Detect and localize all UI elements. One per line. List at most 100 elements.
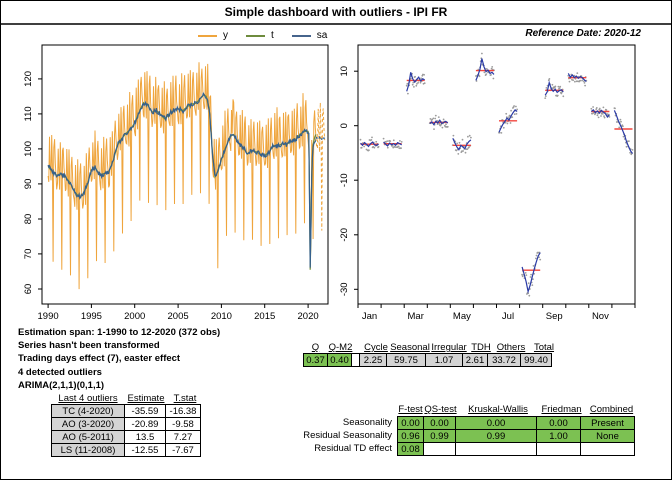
estimate-cell: 13.5 (124, 430, 166, 444)
q-stats-header: Q Q-M2 Cycle Seasonal Irregular TDH Othe… (303, 342, 560, 353)
stat-cell: 99.40 (520, 353, 552, 367)
summary-line: Trading days effect (7), easter effect (18, 353, 181, 365)
svg-text:1990: 1990 (38, 311, 59, 322)
svg-text:2000: 2000 (124, 311, 145, 322)
svg-text:60: 60 (23, 284, 34, 295)
test-cell: None (580, 429, 635, 443)
column-header: F-test (398, 404, 423, 415)
stat-cell: 33.72 (487, 353, 521, 367)
column-header: QS-test (424, 404, 457, 415)
table-row: 0.96 0.99 0.99 1.00 None (397, 429, 635, 443)
svg-text:2015: 2015 (254, 311, 275, 322)
outlier-id-cell: LS (11-2008) (51, 443, 125, 457)
tests-row-labels: Seasonality Residual Seasonality Residua… (232, 416, 392, 455)
test-cell: 0.00 (455, 416, 537, 430)
legend-label-sa: sa (316, 30, 328, 41)
main-series-chart: 1990 1995 2000 2005 2010 2015 2020 60 70 80 90 100 1… (23, 44, 329, 322)
column-header: Seasonal (390, 342, 430, 353)
estimate-cell: -12.55 (124, 443, 166, 457)
table-row: 0.00 0.00 0.00 0.00 Present (397, 416, 635, 430)
stat-cell: 2.25 (359, 353, 387, 367)
column-header: Cycle (364, 342, 388, 353)
test-cell: 0.96 (397, 429, 424, 443)
outlier-id-cell: TC (4-2020) (51, 404, 125, 418)
test-cell (536, 442, 581, 456)
page-title: Simple dashboard with outliers - IPI FR (224, 5, 448, 19)
table-row: TC (4-2020) -35.59 -16.38 (51, 404, 203, 418)
row-label: Seasonality (342, 417, 392, 428)
chart-legend: y t sa (198, 30, 345, 41)
legend-item-y: y (198, 30, 228, 41)
stat-cell: 59.75 (386, 353, 426, 367)
svg-text:10: 10 (339, 66, 350, 77)
svg-text:70: 70 (23, 249, 34, 260)
svg-text:Nov: Nov (592, 311, 609, 322)
test-cell: 0.99 (455, 429, 537, 443)
column-header: Q (311, 342, 320, 353)
table-row: LS (11-2008) -12.55 -7.67 (51, 443, 203, 457)
table-row: 0.08 (397, 442, 635, 456)
outlier-id-cell: AO (3-2020) (51, 417, 125, 431)
legend-label-y: y (223, 30, 228, 41)
test-cell: 0.99 (423, 429, 456, 443)
summary-line: Estimation span: 1-1990 to 12-2020 (372 … (18, 327, 221, 338)
svg-text:100: 100 (23, 141, 34, 157)
outliers-table-header: Last 4 outliers Estimate T.stat (51, 393, 203, 404)
column-header: Combined (589, 404, 634, 415)
svg-text:Mar: Mar (408, 311, 424, 322)
legend-item-t: t (246, 30, 274, 41)
svg-text:120: 120 (23, 71, 34, 87)
column-header: Q-M2 (328, 342, 353, 353)
outliers-table: Last 4 outliers Estimate T.stat TC (4-20… (51, 393, 203, 457)
column-header: Total (533, 342, 555, 353)
test-cell: 0.00 (536, 416, 581, 430)
column-header: Last 4 outliers (58, 393, 118, 404)
svg-text:2010: 2010 (211, 311, 232, 322)
column-header: TDH (471, 342, 491, 353)
svg-text:-30: -30 (339, 282, 350, 296)
table-row: AO (3-2020) -20.89 -9.58 (51, 417, 203, 431)
svg-text:0: 0 (339, 123, 350, 128)
svg-text:2020: 2020 (298, 311, 319, 322)
reference-date: Reference Date: 2020-12 (525, 28, 641, 39)
q-stats-values: 0.37 0.40 2.25 59.75 1.07 2.61 33.72 99.… (303, 353, 560, 367)
legend-item-sa: sa (291, 30, 328, 41)
summary-line: ARIMA(2,1,1)(0,1,1) (18, 379, 105, 391)
test-cell: Present (580, 416, 635, 430)
tstat-cell: 7.27 (165, 430, 201, 444)
estimate-cell: -35.59 (124, 404, 166, 418)
tstat-cell: -16.38 (165, 404, 201, 418)
svg-text:90: 90 (23, 179, 34, 190)
column-header: Kruskal-Wallis (468, 404, 528, 415)
test-cell (423, 442, 456, 456)
svg-text:Jan: Jan (362, 311, 377, 322)
column-header: Estimate (127, 393, 165, 404)
legend-line-sa-icon (291, 34, 311, 37)
svg-text:-20: -20 (339, 228, 350, 242)
svg-text:-10: -10 (339, 173, 350, 187)
svg-text:2005: 2005 (168, 311, 189, 322)
legend-label-t: t (271, 30, 274, 41)
stat-cell: 0.40 (327, 353, 352, 367)
svg-text:110: 110 (23, 106, 34, 121)
tstat-cell: -7.67 (165, 443, 201, 457)
test-cell: 0.00 (397, 416, 424, 430)
tests-table-header: F-test QS-test Kruskal-Wallis Friedman C… (397, 404, 639, 415)
column-header: Friedman (541, 404, 582, 415)
svg-text:Jul: Jul (502, 311, 514, 322)
row-label: Residual Seasonality (303, 430, 392, 441)
estimate-cell: -20.89 (124, 417, 166, 431)
stat-cell: 0.37 (303, 353, 328, 367)
test-cell (580, 442, 635, 456)
summary-line: Series hasn't been transformed (18, 340, 160, 352)
legend-line-y-icon (198, 34, 217, 37)
model-summary: Estimation span: 1-1990 to 12-2020 (372 … (18, 326, 220, 392)
tstat-cell: -9.58 (165, 417, 201, 431)
title-bar: Simple dashboard with outliers - IPI FR (1, 1, 671, 25)
row-label: Residual TD effect (314, 443, 392, 454)
tests-table: 0.00 0.00 0.00 0.00 Present 0.96 0.99 0.… (397, 416, 635, 456)
test-cell (455, 442, 537, 456)
header-spacer (353, 342, 362, 353)
column-header: Others (496, 342, 526, 353)
